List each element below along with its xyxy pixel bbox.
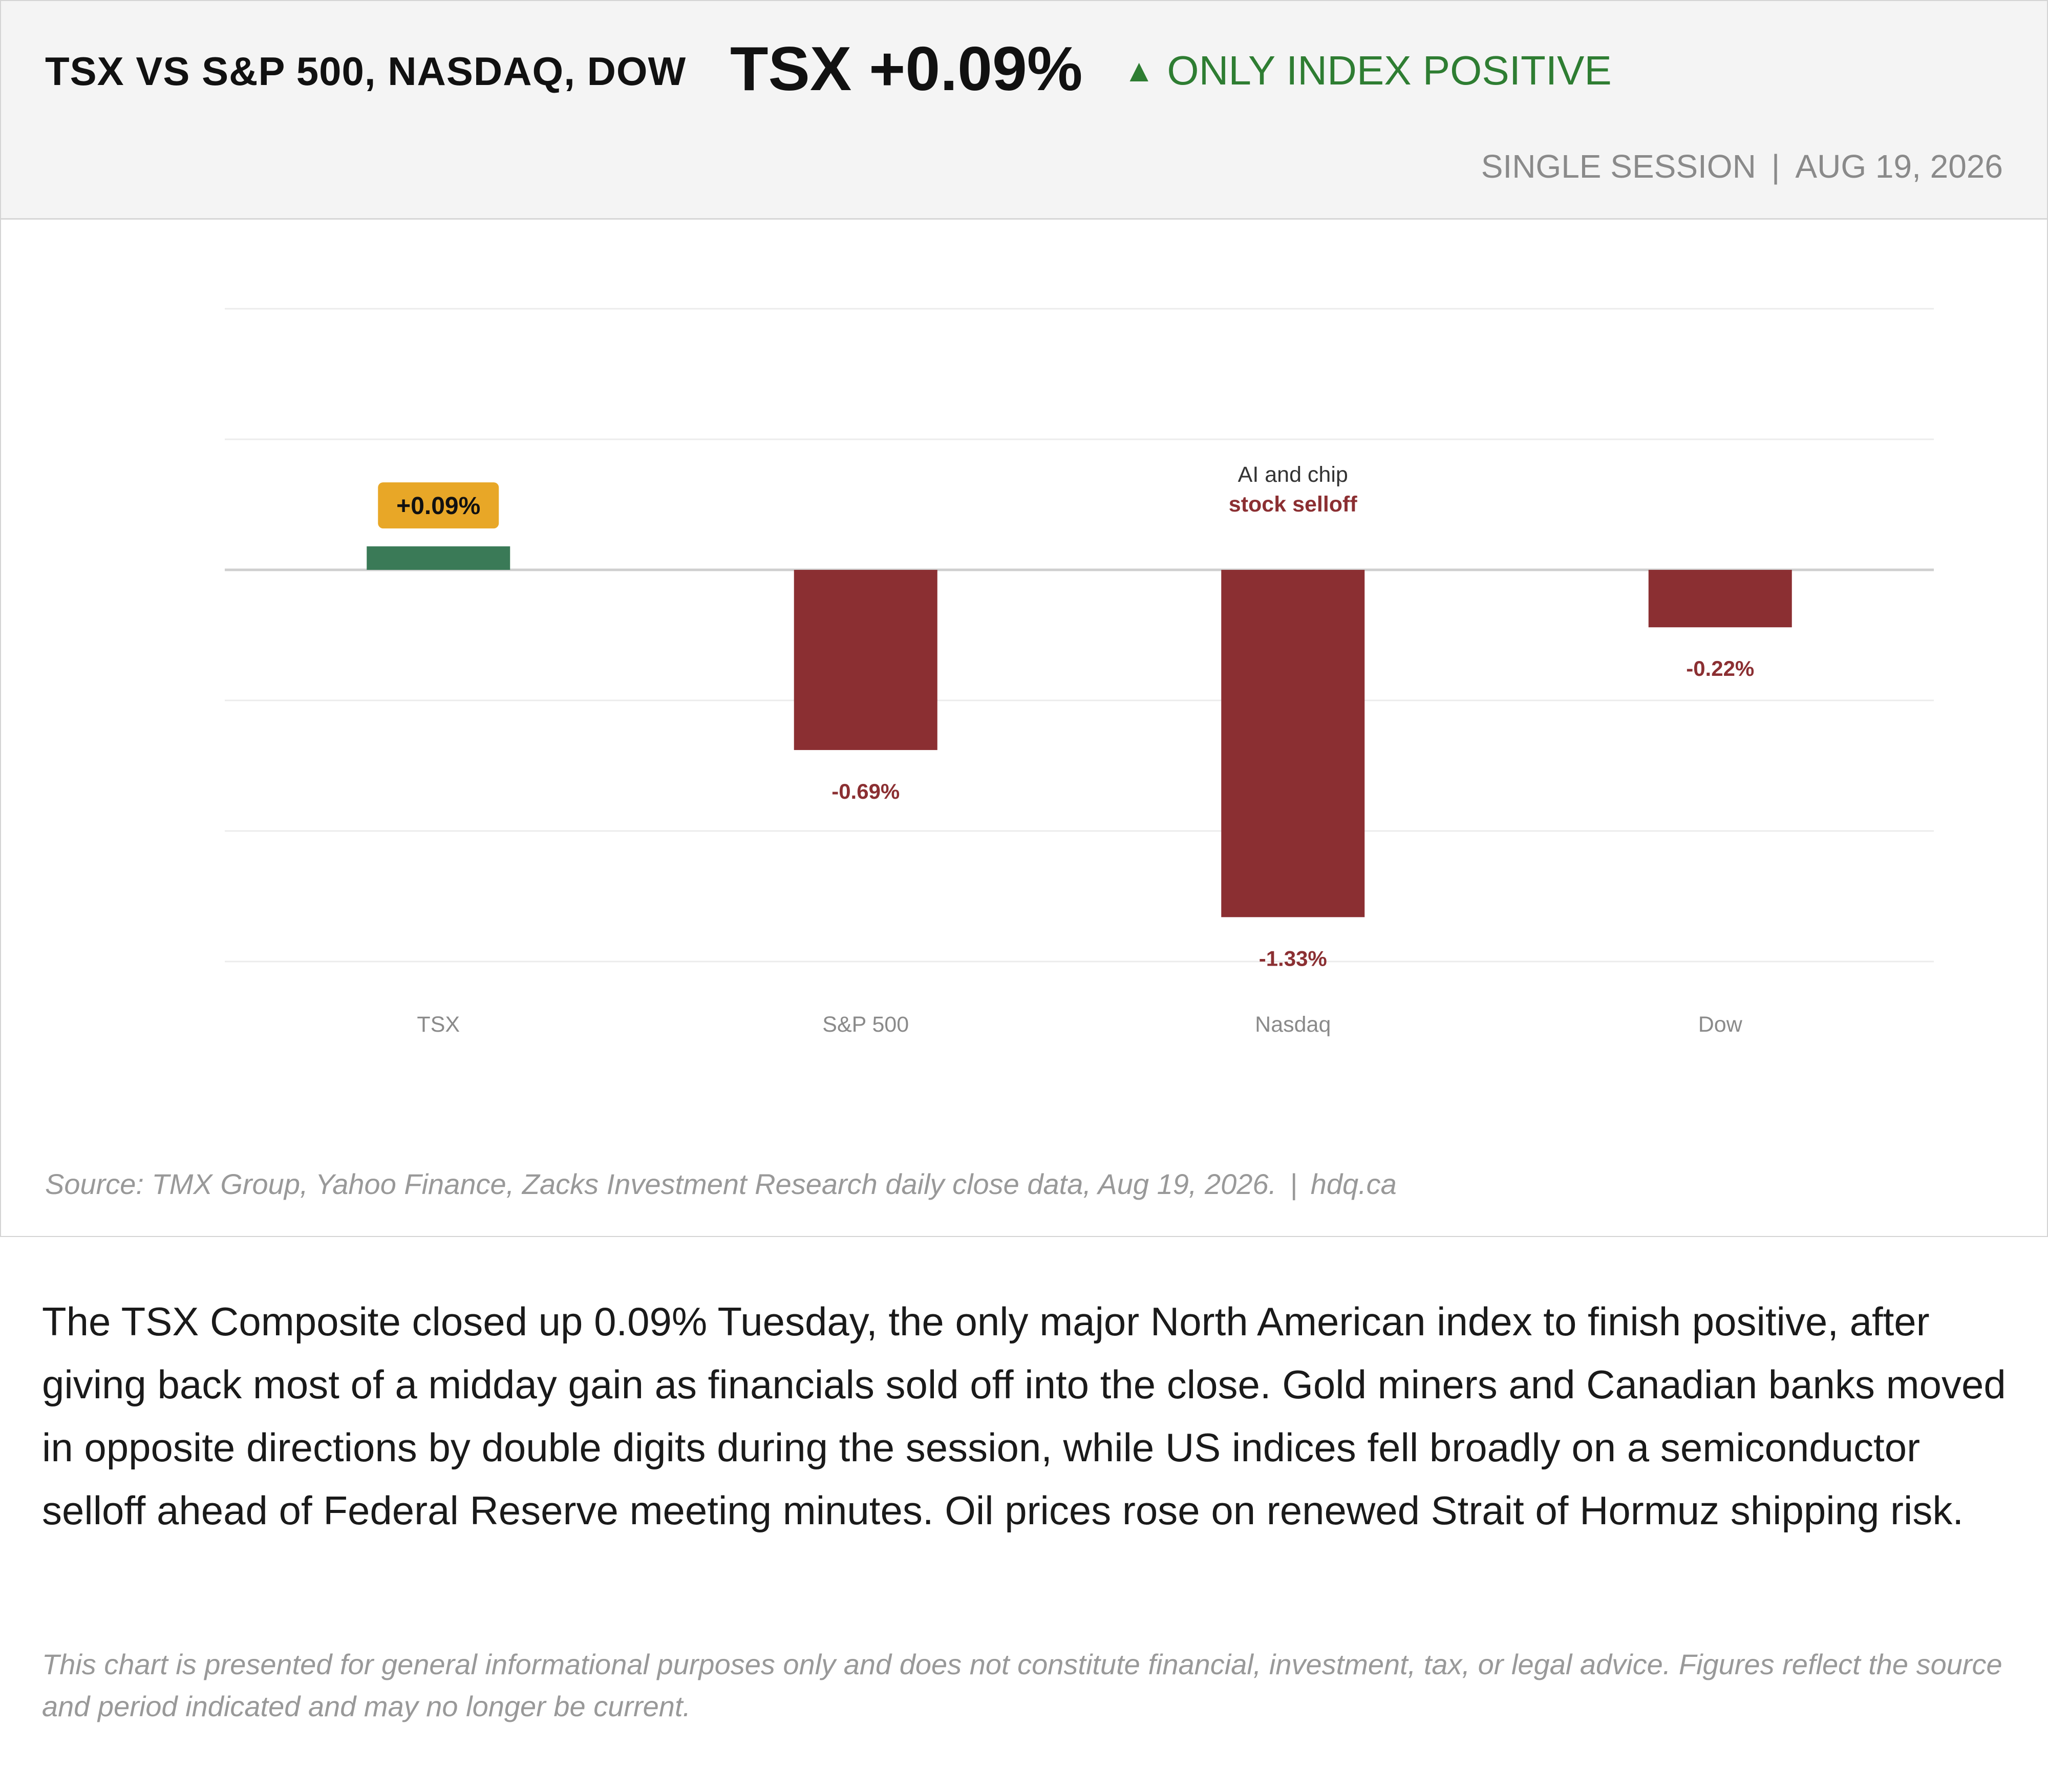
source-separator: | [1290,1168,1297,1200]
bar-dow [1648,570,1792,628]
source-note: Source: TMX Group, Yahoo Finance, Zacks … [45,1167,1397,1201]
session-label: SINGLE SESSION [1481,148,1756,185]
summary-paragraph: The TSX Composite closed up 0.09% Tuesda… [42,1299,2006,1533]
session-date: AUG 19, 2026 [1795,148,2003,185]
x-tick-label: Nasdaq [1255,1012,1331,1037]
annotation-line-1: AI and chip [1238,462,1348,487]
session-meta: SINGLE SESSION | AUG 19, 2026 [1481,147,2003,185]
x-tick-label: Dow [1698,1012,1743,1037]
chart-header: TSX VS S&P 500, NASDAQ, DOW TSX +0.09% ▲… [1,1,2047,220]
bar-tsx [367,546,510,570]
source-site: hdq.ca [1310,1168,1397,1200]
annotation-line-2: stock selloff [1229,492,1358,517]
data-label: -0.69% [831,779,900,803]
value-badge [378,482,499,529]
source-text: Source: TMX Group, Yahoo Finance, Zacks … [45,1168,1277,1200]
status-text: ONLY INDEX POSITIVE [1167,48,1612,93]
up-triangle-icon: ▲ [1123,53,1155,89]
chart-title: TSX VS S&P 500, NASDAQ, DOW [45,49,687,94]
x-tick-label: TSX [417,1012,460,1037]
bar-chart: +0.09% TSX -0.69% S&P 500 -1.33% Nasdaq -0.22%… [225,308,1934,1037]
bar-nasdaq [1221,570,1365,918]
headline-value: TSX +0.09% [730,34,1083,103]
chart-card: TSX VS S&P 500, NASDAQ, DOW TSX +0.09% ▲… [0,0,2048,1237]
data-label: +0.09% [396,493,480,520]
x-tick-label: S&P 500 [822,1012,909,1037]
status-label: ▲ ONLY INDEX POSITIVE [1123,47,1612,94]
data-label: -0.22% [1686,656,1754,680]
bar-s-p-500 [794,570,937,750]
disclaimer-text: This chart is presented for general info… [42,1648,2002,1722]
data-label: -1.33% [1259,946,1327,970]
meta-separator: | [1771,148,1780,185]
